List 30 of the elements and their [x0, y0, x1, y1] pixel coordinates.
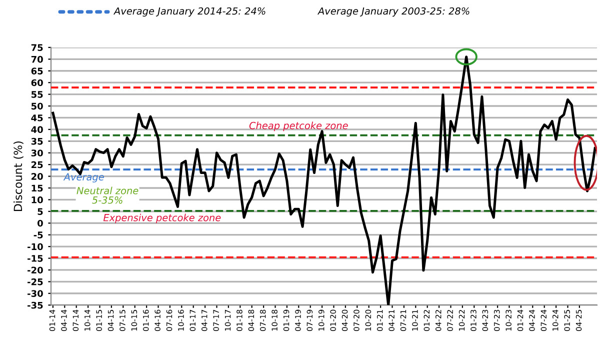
y-tick-label: 0: [38, 220, 43, 227]
y-tick-label: -25: [28, 278, 43, 286]
ref-line-label: Average: [63, 173, 104, 182]
y-tick-label: 10: [32, 196, 43, 204]
y-tick-label: 35: [31, 138, 43, 145]
y-tick-label: -35: [28, 302, 43, 309]
y-tick-label: -5: [34, 232, 43, 238]
ref-line-label: Cheap petcoke zone: [249, 122, 348, 132]
text: Average January 2003-25: 28%: [317, 7, 470, 17]
ref-line-label: Expensive petcoke zone: [103, 214, 221, 224]
y-tick-label: 75: [31, 44, 43, 52]
y-tick-label: 30: [31, 150, 43, 156]
y-tick-label: 20: [32, 173, 43, 180]
y-tick-label: 55: [31, 91, 43, 98]
y-tick-label: -15: [28, 255, 43, 262]
y-tick-label: 45: [31, 114, 43, 122]
y-tick-label: 50: [31, 102, 43, 110]
y-tick-label: 15: [32, 184, 43, 192]
y-tick-label: -10: [28, 243, 43, 250]
text: Average January 2014-25: 24%: [113, 7, 266, 17]
y-axis-title: Discount (%): [14, 141, 24, 211]
y-tick-label: 40: [31, 126, 43, 133]
y-tick-label: 25: [32, 161, 43, 168]
y-tick-label: 60: [31, 79, 43, 86]
y-tick-label: -20: [28, 266, 43, 274]
annotation: Neutral zone 5-35%: [76, 186, 138, 204]
y-tick-label: 5: [38, 208, 43, 215]
y-tick-label: 70: [31, 56, 43, 63]
y-tick-label: 65: [31, 68, 43, 74]
y-tick-label: -30: [28, 290, 43, 297]
